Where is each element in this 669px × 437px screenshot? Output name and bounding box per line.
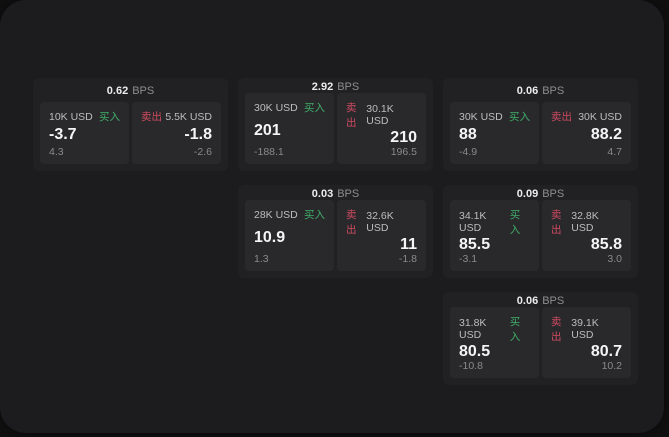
buy-panel[interactable]: 31.8K USD 买入 80.5 -10.8 [450,307,539,378]
spread-card[interactable]: 0.06 BPS 31.8K USD 买入 80.5 -10.8 卖出 39.1… [443,292,638,385]
buy-amount: 30K USD [254,101,298,114]
bps-header: 0.06 BPS [443,78,638,102]
buy-amount: 28K USD [254,208,298,221]
sell-action-label[interactable]: 卖出 [346,209,357,236]
buy-amount: 31.8K USD [459,317,487,341]
sell-action-label[interactable]: 卖出 [346,102,357,129]
bps-value: 0.03 [311,187,334,200]
card-body: 31.8K USD 买入 80.5 -10.8 卖出 39.1K USD 80.… [443,307,638,385]
card-body: 30K USD 买入 201 -188.1 卖出 30.1K USD 210 1… [238,93,433,171]
sell-action-label[interactable]: 卖出 [551,209,562,236]
sell-amount: 30K USD [578,110,622,123]
buy-amount: 34.1K USD [459,210,487,234]
sell-price: -1.8 [184,126,212,143]
sell-price: 88.2 [590,126,622,143]
sell-action-label[interactable]: 卖出 [551,111,572,123]
bps-header: 0.09 BPS [443,185,638,200]
bps-value: 0.06 [516,294,539,307]
buy-delta: 1.3 [254,253,269,265]
card-body: 10K USD 买入 -3.7 4.3 卖出 5.5K USD -1.8 -2.… [33,102,228,171]
bps-unit-label: BPS [542,187,565,200]
sell-panel[interactable]: 卖出 32.6K USD 11 -1.8 [337,200,426,271]
sell-action-label[interactable]: 卖出 [141,111,162,123]
sell-amount: 32.8K USD [571,210,599,234]
buy-price: 80.5 [459,343,491,360]
card-body: 28K USD 买入 10.9 1.3 卖出 32.6K USD 11 -1.8 [238,200,433,278]
buy-delta: 4.3 [49,146,64,158]
sell-price: 210 [390,129,417,146]
sell-amount: 5.5K USD [165,110,212,123]
buy-delta: -4.9 [459,146,478,158]
buy-panel[interactable]: 34.1K USD 买入 85.5 -3.1 [450,200,539,271]
sell-panel[interactable]: 卖出 30K USD 88.2 4.7 [542,102,631,164]
buy-price: 88 [459,126,477,143]
buy-amount: 10K USD [49,110,93,123]
sell-action-label[interactable]: 卖出 [551,316,562,343]
sell-delta: -1.8 [398,253,417,265]
bps-unit-label: BPS [337,187,360,200]
bps-value: 0.62 [106,85,129,97]
bps-value: 0.09 [516,187,539,200]
buy-delta: -3.1 [459,253,478,265]
sell-delta: 10.2 [601,360,622,372]
buy-panel[interactable]: 28K USD 买入 10.9 1.3 [245,200,334,271]
sell-panel[interactable]: 卖出 32.8K USD 85.8 3.0 [542,200,631,271]
sell-panel[interactable]: 卖出 39.1K USD 80.7 10.2 [542,307,631,378]
buy-price: -3.7 [49,126,77,143]
card-body: 34.1K USD 买入 85.5 -3.1 卖出 32.8K USD 85.8… [443,200,638,278]
spread-card[interactable]: 0.09 BPS 34.1K USD 买入 85.5 -3.1 卖出 32.8K… [443,185,638,278]
sell-amount: 32.6K USD [366,210,394,234]
buy-action-label[interactable]: 买入 [509,111,530,123]
sell-delta: 3.0 [607,253,622,265]
sell-price: 85.8 [590,236,622,253]
sell-delta: 4.7 [607,146,622,158]
bps-header: 0.62 BPS [33,78,228,102]
sell-price: 80.7 [590,343,622,360]
bps-unit-label: BPS [132,85,155,97]
buy-panel[interactable]: 30K USD 买入 201 -188.1 [245,93,334,164]
buy-action-label[interactable]: 买入 [304,102,325,114]
sell-price: 11 [400,236,417,253]
bps-header: 2.92 BPS [238,78,433,93]
buy-price: 201 [254,121,281,139]
buy-action-label[interactable]: 买入 [304,209,325,221]
bps-unit-label: BPS [337,80,360,93]
card-body: 30K USD 买入 88 -4.9 卖出 30K USD 88.2 4.7 [443,102,638,171]
sell-amount: 39.1K USD [571,317,599,341]
buy-price: 85.5 [459,236,491,253]
buy-panel[interactable]: 10K USD 买入 -3.7 4.3 [40,102,129,164]
spread-card[interactable]: 0.06 BPS 30K USD 买入 88 -4.9 卖出 30K USD 8… [443,78,638,171]
buy-price: 10.9 [254,228,286,246]
sell-delta: 196.5 [390,146,417,158]
buy-delta: -10.8 [459,360,483,372]
buy-delta: -188.1 [254,146,284,158]
bps-value: 2.92 [311,80,334,93]
buy-action-label[interactable]: 买入 [509,209,521,236]
bps-unit-label: BPS [542,294,565,307]
bps-unit-label: BPS [542,85,565,97]
spread-card[interactable]: 0.62 BPS 10K USD 买入 -3.7 4.3 卖出 5.5K USD… [33,78,228,171]
buy-panel[interactable]: 30K USD 买入 88 -4.9 [450,102,539,164]
sell-delta: -2.6 [193,146,212,158]
spread-cards-grid: 0.62 BPS 10K USD 买入 -3.7 4.3 卖出 5.5K USD… [33,78,638,385]
buy-action-label[interactable]: 买入 [509,316,521,343]
bps-header: 0.03 BPS [238,185,433,200]
buy-amount: 30K USD [459,110,503,123]
spread-card[interactable]: 0.03 BPS 28K USD 买入 10.9 1.3 卖出 32.6K US… [238,185,433,278]
spread-card[interactable]: 2.92 BPS 30K USD 买入 201 -188.1 卖出 30.1K … [238,78,433,171]
buy-action-label[interactable]: 买入 [99,111,120,123]
sell-panel[interactable]: 卖出 5.5K USD -1.8 -2.6 [132,102,221,164]
sell-panel[interactable]: 卖出 30.1K USD 210 196.5 [337,93,426,164]
bps-header: 0.06 BPS [443,292,638,307]
sell-amount: 30.1K USD [366,103,394,127]
bps-value: 0.06 [516,85,539,97]
